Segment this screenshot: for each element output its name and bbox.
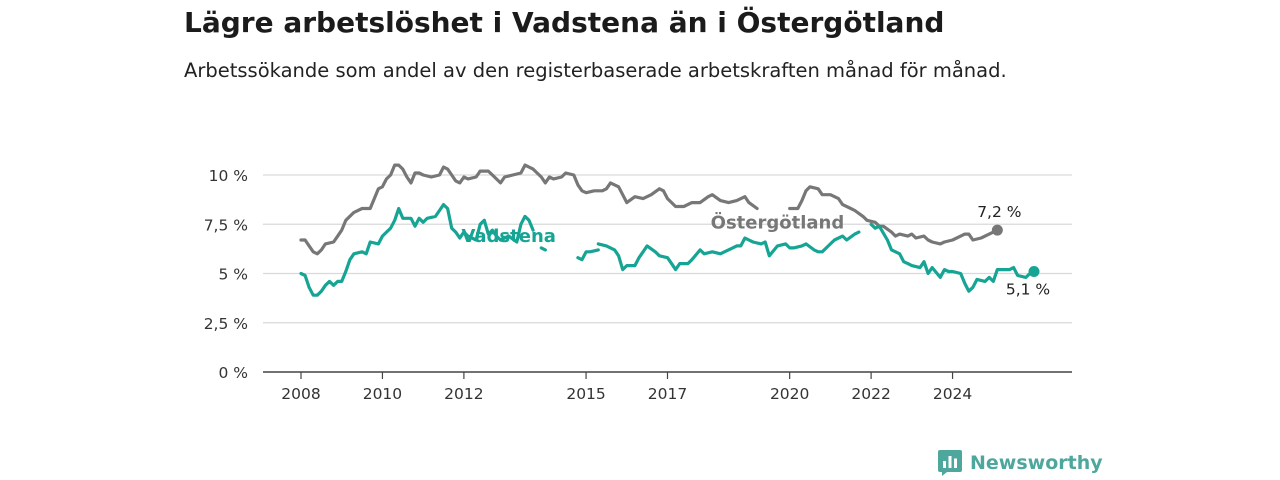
last-value-label-vadstena: 5,1 %: [1006, 281, 1050, 299]
end-point-vadstena: [1028, 266, 1040, 278]
y-tick-label: 5 %: [218, 266, 248, 284]
series-line-vadstena: [596, 230, 861, 272]
end-point-ostergotland: [991, 224, 1003, 236]
x-axis: 2008 2010 2012 2015 2017 2020 2022 2024: [263, 371, 1072, 403]
x-tick-label: 2008: [281, 385, 320, 403]
x-tick-label: 2024: [933, 385, 972, 403]
chart-subtitle: Arbetssökande som andel av den registerb…: [184, 59, 1007, 82]
series-line-vadstena: [869, 222, 1036, 293]
newsworthy-logo-icon: [938, 450, 962, 476]
chart-title: Lägre arbetslöshet i Vadstena än i Öster…: [184, 6, 945, 39]
x-tick-label: 2015: [566, 385, 605, 403]
x-tick-label: 2022: [851, 385, 890, 403]
y-tick-label: 0 %: [218, 364, 248, 382]
series-line-ostergotland: [299, 163, 759, 256]
y-tick-label: 10 %: [209, 167, 248, 185]
x-tick-label: 2020: [770, 385, 809, 403]
x-tick-label: 2010: [363, 385, 402, 403]
x-tick-label: 2017: [648, 385, 687, 403]
series-label-vadstena: Vadstena: [461, 226, 555, 247]
y-axis-ticks: 0 % 2,5 % 5 % 7,5 % 10 %: [204, 167, 248, 382]
series-lines: [299, 163, 1040, 297]
y-tick-label: 2,5 %: [204, 315, 248, 333]
last-value-label-ostergotland: 7,2 %: [977, 203, 1021, 221]
series-line-vadstena: [539, 246, 547, 252]
brand-logo: Newsworthy: [938, 448, 1103, 478]
series-line-vadstena: [299, 203, 535, 297]
annotations: Vadstena Östergötland 7,2 % 5,1 %: [461, 203, 1050, 298]
series-line-ostergotland: [788, 185, 999, 246]
y-tick-label: 7,5 %: [204, 216, 248, 234]
series-line-vadstena: [576, 248, 600, 262]
x-tick-label: 2012: [444, 385, 483, 403]
series-label-ostergotland: Östergötland: [711, 211, 845, 233]
brand-name: Newsworthy: [970, 452, 1103, 474]
